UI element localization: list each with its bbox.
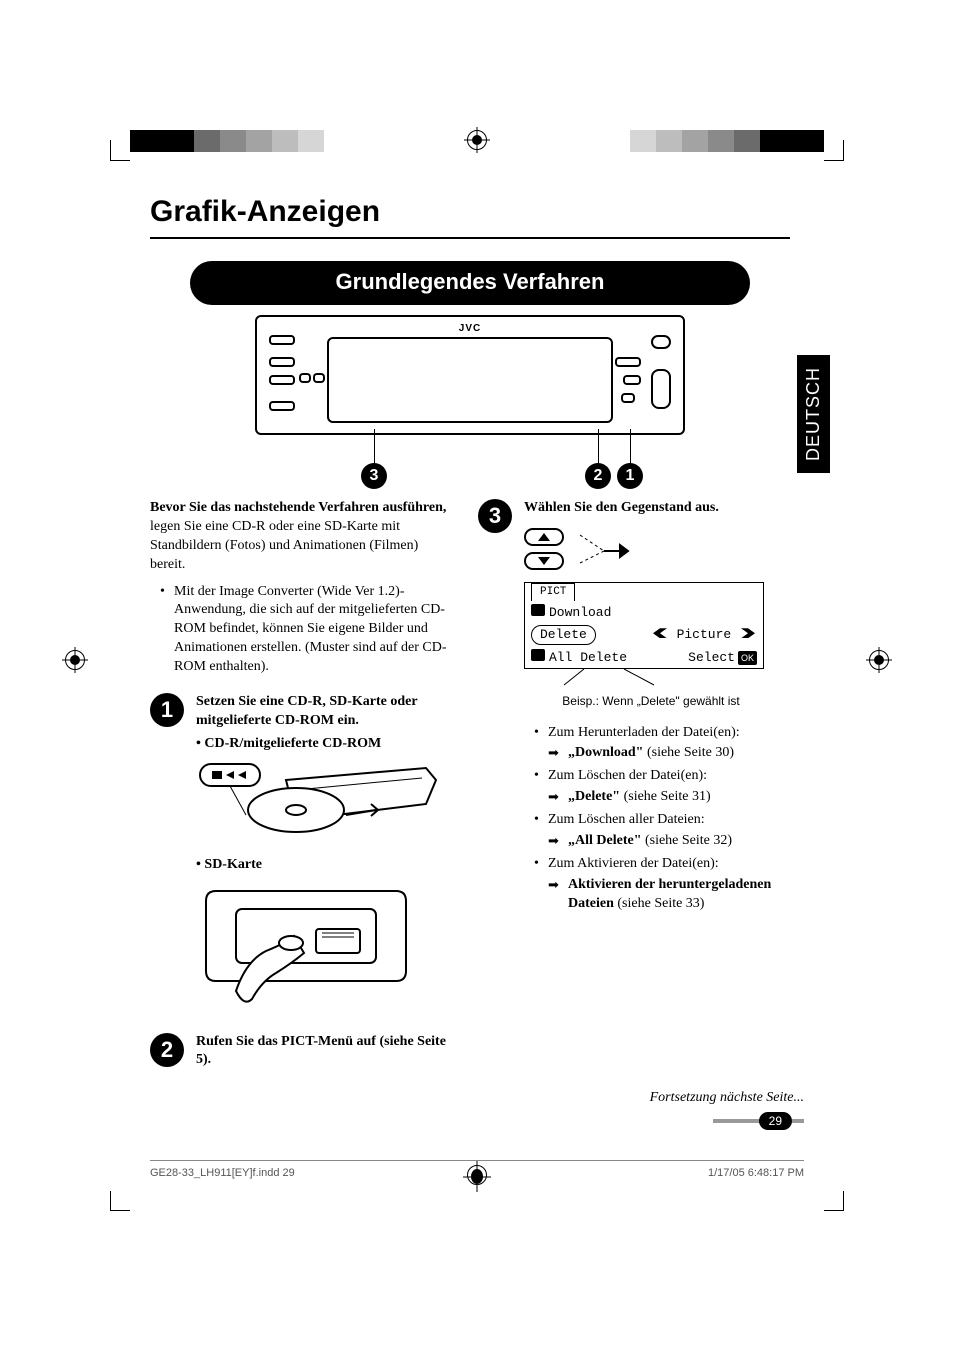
action-text: Zum Löschen der Datei(en): [548,768,707,783]
page-number-badge: 29 [713,1112,804,1130]
device-pointers: 3 2 1 [255,435,685,485]
intro-lead-bold: Bevor Sie das nachstehende Verfahren aus… [150,500,446,515]
menu-value-picture: Picture [677,627,732,642]
color-bars-left [130,130,324,152]
step-number-2: 2 [150,1033,184,1067]
action-item: Zum Löschen aller Dateien: „All Delete" … [534,811,778,851]
ok-icon: OK [738,651,757,665]
registration-target-icon [467,130,487,150]
device-brand: JVC [257,323,683,334]
down-button-icon [524,552,564,570]
action-ref-rest: (siehe Seite 33) [614,896,705,911]
up-button-icon [524,528,564,546]
step-1-sub-sd: • SD-Karte [196,856,450,875]
crop-mark [824,1191,844,1211]
pointer-label-1: 1 [617,463,643,489]
continued-note: Fortsetzung nächste Seite... [650,1090,804,1106]
action-item: Zum Aktivieren der Datei(en): Aktivieren… [534,855,778,914]
crop-mark [110,1191,130,1211]
registration-target-icon [869,650,889,670]
action-ref-bold: „All Delete" [568,833,641,848]
step-2-title: Rufen Sie das PICT-Menü auf (siehe Seite… [196,1033,450,1071]
registration-target-icon [467,1165,487,1188]
action-item: Zum Löschen der Datei(en): „Delete" (sie… [534,767,778,807]
intro-bullet: Mit der Image Converter (Wide Ver 1.2)-A… [160,583,450,677]
step-1-sub-cdrom: • CD-R/mitgelieferte CD-ROM [196,735,450,754]
section-header: Grundlegendes Verfahren [190,261,750,305]
step-3-title: Wählen Sie den Gegenstand aus. [524,499,778,518]
page-content: Grafik-Anzeigen Grundlegendes Verfahren … [150,195,790,1074]
menu-item-download: Download [549,605,611,620]
step-3: 3 Wählen Sie den Gegenstand aus. [478,499,778,918]
menu-pointer-lines [524,669,764,687]
menu-tab: PICT [531,583,575,601]
menu-item-all-delete: All Delete [549,650,627,665]
sd-insert-illustration [196,881,450,1011]
step-number-3: 3 [478,499,512,533]
action-ref-rest: (siehe Seite 31) [620,789,711,804]
menu-select-label: Select [688,650,735,665]
left-column: Bevor Sie das nachstehende Verfahren aus… [150,499,450,1074]
up-down-control-illustration [524,528,778,570]
menu-item-delete: Delete [531,625,596,645]
print-footer: GE28-33_LH911[EY]f.indd 29 1/17/05 6:48:… [150,1160,804,1179]
action-ref-rest: (siehe Seite 32) [641,833,732,848]
pointer-label-2: 2 [585,463,611,489]
cd-insert-illustration [196,760,450,850]
print-registration-top [0,130,954,190]
step-number-1: 1 [150,693,184,727]
down-icon [531,649,545,661]
action-item: Zum Herunterladen der Datei(en): „Downlo… [534,724,778,764]
menu-caption: Beisp.: Wenn „Delete" gewählt ist [524,693,778,709]
up-icon [531,604,545,616]
prev-icon [653,628,667,638]
arrow-icon [574,529,634,569]
step-1: 1 Setzen Sie eine CD-R, SD-Karte oder mi… [150,693,450,1017]
footer-timestamp: 1/17/05 6:48:17 PM [708,1167,804,1179]
step-1-title: Setzen Sie eine CD-R, SD-Karte oder mitg… [196,693,450,731]
step-2: 2 Rufen Sie das PICT-Menü auf (siehe Sei… [150,1033,450,1075]
crop-mark [110,140,130,160]
action-ref-bold: „Download" [568,745,643,760]
device-illustration: JVC [255,315,685,435]
action-text: Zum Herunterladen der Datei(en): [548,725,740,740]
action-list: Zum Herunterladen der Datei(en): „Downlo… [524,724,778,914]
pointer-label-3: 3 [361,463,387,489]
action-text: Zum Löschen aller Dateien: [548,812,705,827]
action-ref-bold: „Delete" [568,789,620,804]
intro-paragraph: Bevor Sie das nachstehende Verfahren aus… [150,499,450,575]
color-bars-right [630,130,824,152]
crop-mark [824,140,844,160]
page-number: 29 [759,1112,792,1130]
action-text: Zum Aktivieren der Datei(en): [548,856,719,871]
registration-target-icon [65,650,85,670]
language-tab: DEUTSCH [797,355,830,473]
pict-menu-screenshot: PICT Download Delete Picture All Delete [524,582,764,669]
action-ref-rest: (siehe Seite 30) [643,745,734,760]
intro-lead-rest: legen Sie eine CD-R oder eine SD-Karte m… [150,519,418,572]
right-column: 3 Wählen Sie den Gegenstand aus. [478,499,778,1074]
next-icon [741,628,755,638]
page-title: Grafik-Anzeigen [150,195,790,239]
footer-filename: GE28-33_LH911[EY]f.indd 29 [150,1167,295,1179]
